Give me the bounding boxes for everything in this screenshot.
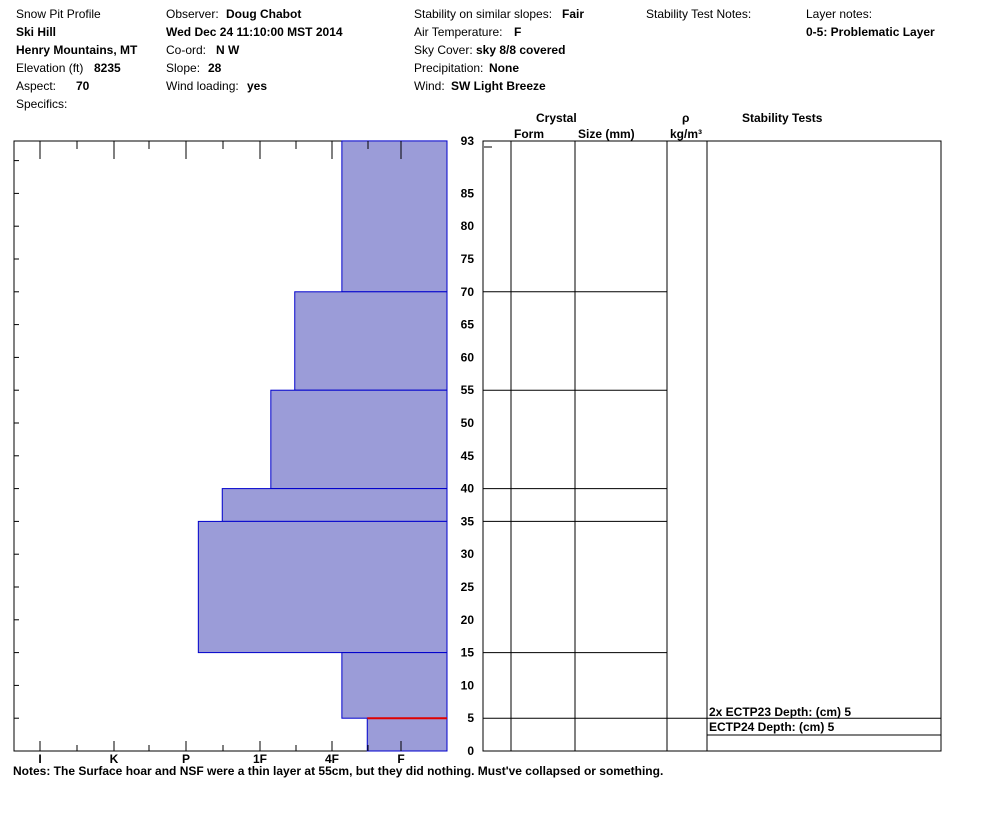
hardness-bar xyxy=(341,140,448,293)
location-name: Ski Hill xyxy=(16,25,57,39)
density-unit-header: kg/m³ xyxy=(670,127,703,141)
observer-label: Observer: xyxy=(166,7,219,21)
hardness-bar xyxy=(221,488,448,522)
sky-cover-label: Sky Cover: xyxy=(414,43,473,57)
slope-value: 28 xyxy=(208,61,222,75)
range-name: Henry Mountains, MT xyxy=(16,43,138,57)
wind-value: SW Light Breeze xyxy=(451,79,546,93)
depth-tick-label: 55 xyxy=(461,383,475,397)
slope-label: Slope: xyxy=(166,61,201,75)
stability-test-label: ECTP24 Depth: (cm) 5 xyxy=(709,720,835,734)
hardness-scale-label: 1F xyxy=(253,752,267,766)
precipitation-label: Precipitation: xyxy=(414,61,484,75)
hardness-bar xyxy=(366,717,448,752)
precipitation-value: None xyxy=(489,61,519,75)
wind-loading-value: yes xyxy=(247,79,268,93)
depth-tick-label: 30 xyxy=(461,547,475,561)
crystal-header: Crystal xyxy=(536,111,577,125)
form-header: Form xyxy=(514,127,544,141)
depth-tick-label: 80 xyxy=(461,219,475,233)
size-header: Size (mm) xyxy=(578,127,635,141)
specifics-label: Specifics: xyxy=(16,97,68,111)
hardness-scale-label: F xyxy=(397,752,404,766)
depth-tick-label: 75 xyxy=(461,252,475,266)
stability-tests-header: Stability Tests xyxy=(742,111,823,125)
depth-tick-label: 25 xyxy=(461,580,475,594)
stability-value: Fair xyxy=(562,7,585,21)
depth-tick-label: 60 xyxy=(461,350,475,364)
title: Snow Pit Profile xyxy=(16,7,101,21)
sky-cover-value: sky 8/8 covered xyxy=(476,43,566,57)
aspect-value: 70 xyxy=(76,79,90,93)
layer-table-frame xyxy=(482,140,942,752)
layer-notes-label: Layer notes: xyxy=(806,7,873,21)
air-temp-label: Air Temperature: xyxy=(414,25,503,39)
wind-label: Wind: xyxy=(414,79,445,93)
depth-tick-label: 35 xyxy=(461,514,475,528)
hardness-scale-label: K xyxy=(110,752,119,766)
hardness-bar xyxy=(341,652,448,719)
aspect-label: Aspect: xyxy=(16,79,57,93)
hardness-bar xyxy=(270,389,448,490)
depth-tick-label: 65 xyxy=(461,318,475,332)
layer-notes-value: 0-5: Problematic Layer xyxy=(806,25,935,39)
depth-tick-label: 50 xyxy=(461,416,475,430)
depth-tick-label: 20 xyxy=(461,613,475,627)
hardness-scale-label: I xyxy=(38,752,41,766)
stability-test-label: 2x ECTP23 Depth: (cm) 5 xyxy=(709,705,851,719)
air-temp-value: F xyxy=(514,25,522,39)
stability-label: Stability on similar slopes: xyxy=(414,7,553,21)
depth-tick-label: 15 xyxy=(461,646,475,660)
depth-tick-label: 85 xyxy=(461,186,475,200)
hardness-scale-label: 4F xyxy=(325,752,339,766)
depth-tick-label: 70 xyxy=(461,285,475,299)
hardness-scale-label: P xyxy=(182,752,190,766)
notes-text: Notes: The Surface hoar and NSF were a t… xyxy=(13,764,664,778)
rho-header: ρ xyxy=(682,111,690,125)
depth-tick-label: 0 xyxy=(467,744,474,758)
depth-tick-label: 40 xyxy=(461,482,475,496)
depth-tick-label: 45 xyxy=(461,449,475,463)
elevation-value: 8235 xyxy=(94,61,121,75)
coord-value: N W xyxy=(216,43,240,57)
elevation-label: Elevation (ft) xyxy=(16,61,84,75)
depth-tick-label: 5 xyxy=(467,711,474,725)
coord-label: Co-ord: xyxy=(166,43,207,57)
hardness-bar xyxy=(294,291,448,391)
stability-notes-label: Stability Test Notes: xyxy=(646,7,752,21)
depth-tick-label: 10 xyxy=(461,678,475,692)
depth-tick-label: 93 xyxy=(461,134,475,148)
wind-loading-label: Wind loading: xyxy=(166,79,239,93)
observation-datetime: Wed Dec 24 11:10:00 MST 2014 xyxy=(166,25,343,39)
observer-value: Doug Chabot xyxy=(226,7,302,21)
hardness-bar xyxy=(197,520,448,654)
